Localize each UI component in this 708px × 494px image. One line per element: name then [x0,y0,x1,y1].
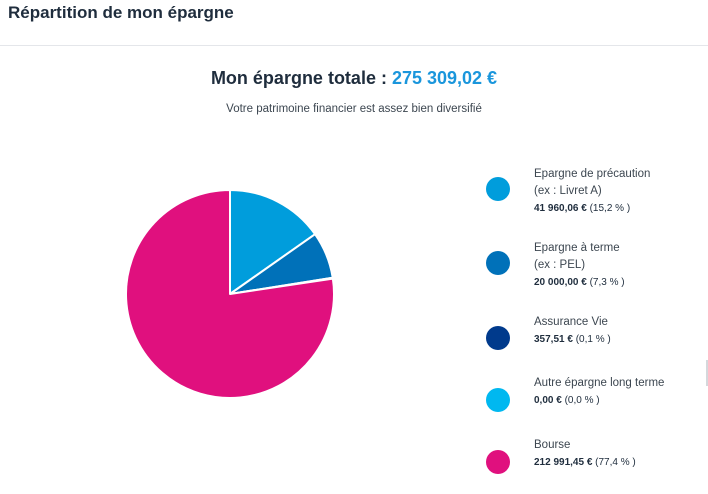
legend-text: Autre épargne long terme 0,00 € (0,0 % ) [534,375,704,409]
legend-text: Epargne de précaution (ex : Livret A) 41 9… [534,166,704,217]
legend-sublabel: (ex : PEL) [534,259,586,271]
legend-text: Epargne à terme (ex : PEL) 20 000,00 € (7,… [534,240,704,291]
pie-slice[interactable] [125,189,335,399]
legend-text: Bourse 212 991,45 € (77,4 % ) [534,437,704,471]
total-savings-value: 275 309,02 € [391,68,498,88]
legend-value: 20 000,00 € (7,3 % ) [534,274,704,291]
legend-color-dot [486,450,510,474]
legend-label: Bourse [534,439,571,451]
scrollbar-edge[interactable] [706,360,708,386]
legend-label: Assurance Vie [534,316,608,328]
legend-amount: 0,00 € [534,395,562,406]
legend-sublabel: (ex : Livret A) [534,185,602,197]
legend-value: 212 991,45 € (77,4 % ) [534,454,704,471]
legend-value: 0,00 € (0,0 % ) [534,392,704,409]
legend-label: Epargne de précaution [534,168,651,180]
legend-value: 357,51 € (0,1 % ) [534,331,704,348]
savings-pie-chart [125,189,335,399]
legend-percent: (15,2 % ) [586,203,631,214]
diversification-message: Votre patrimoine financier est assez bie… [226,103,482,115]
legend-text: Assurance Vie 357,51 € (0,1 % ) [534,314,704,348]
legend-amount: 20 000,00 € [534,277,587,288]
legend-color-dot [486,177,510,201]
savings-summary: Mon épargne totale : 275 309,02 € [0,68,708,89]
total-savings-label: Mon épargne totale : [210,68,392,88]
legend-label: Epargne à terme [534,242,620,254]
legend-percent: (0,0 % ) [561,395,600,406]
legend-percent: (7,3 % ) [586,277,625,288]
header-bar: Répartition de mon épargne [0,0,708,46]
page-title: Répartition de mon épargne [8,3,234,22]
legend-color-dot [486,326,510,350]
legend-amount: 357,51 € [534,334,573,345]
legend-color-dot [486,388,510,412]
legend-percent: (0,1 % ) [572,334,611,345]
legend-percent: (77,4 % ) [592,457,636,468]
legend-label: Autre épargne long terme [534,377,665,389]
pie-slice[interactable] [229,189,317,295]
legend-color-dot [486,251,510,275]
legend-amount: 41 960,06 € [534,203,587,214]
legend-value: 41 960,06 € (15,2 % ) [534,200,704,217]
legend-amount: 212 991,45 € [534,457,593,468]
